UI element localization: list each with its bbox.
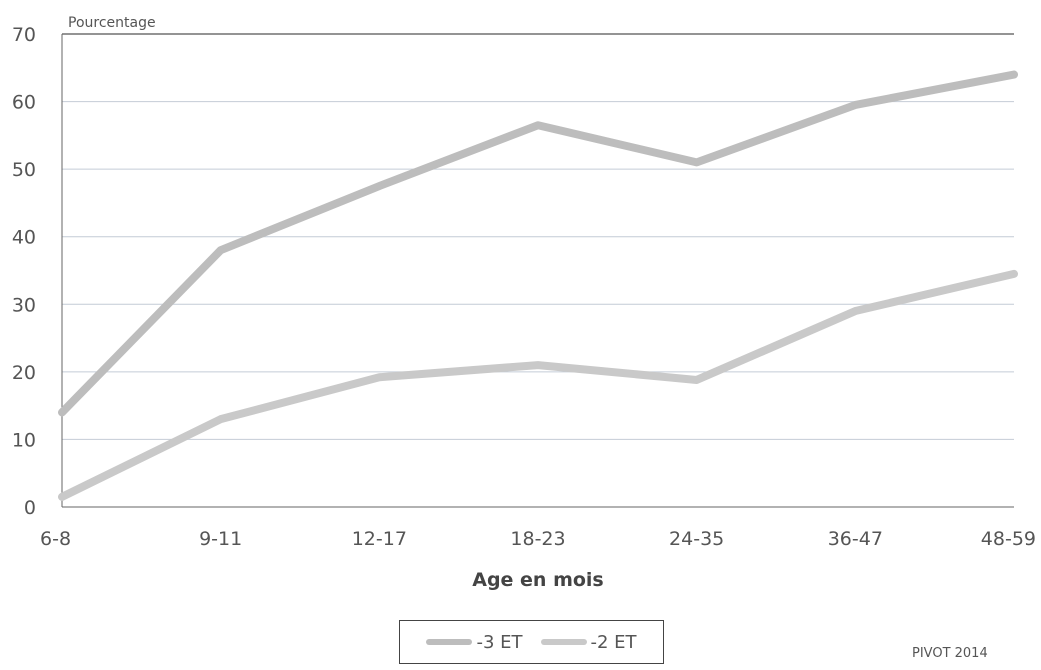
x-axis-label: Age en mois	[472, 569, 604, 591]
y-tick-label-60: 60	[12, 92, 36, 114]
data-point-series-1-4	[693, 158, 701, 166]
data-point-series-1-6	[1010, 71, 1018, 79]
x-tick-label-24-35: 24-35	[669, 528, 724, 550]
y-tick-label-40: 40	[12, 227, 36, 249]
y-tick-label-10: 10	[12, 429, 36, 451]
x-tick-label-36-47: 36-47	[828, 528, 883, 550]
x-tick-label-9-11: 9-11	[199, 528, 242, 550]
x-tick-label-48-59: 48-59	[981, 528, 1036, 550]
data-point-series-1-2	[375, 182, 383, 190]
legend-label-series-2: -2 ET	[590, 631, 637, 653]
legend-item-series-1: -3 ET	[426, 631, 523, 653]
chart-legend: -3 ET -2 ET	[399, 620, 664, 664]
x-tick-label-12-17: 12-17	[352, 528, 407, 550]
data-point-series-2-6	[1010, 270, 1018, 278]
legend-item-series-2: -2 ET	[540, 631, 637, 653]
series-line-2	[58, 269, 1018, 501]
x-tick-label-6-8: 6-8	[40, 528, 71, 550]
data-point-series-1-3	[534, 121, 542, 129]
data-point-series-2-3	[534, 361, 542, 369]
y-tick-label-0: 0	[24, 497, 36, 519]
y-tick-label-20: 20	[12, 362, 36, 384]
y-tick-label-70: 70	[12, 24, 36, 46]
data-point-series-1-5	[851, 101, 859, 109]
legend-swatch-series-1	[426, 639, 473, 645]
data-point-series-2-4	[693, 376, 701, 384]
data-point-series-2-0	[58, 493, 66, 501]
data-point-series-2-1	[217, 415, 225, 423]
y-tick-label-30: 30	[12, 294, 36, 316]
data-point-series-2-5	[851, 307, 859, 315]
x-tick-label-18-23: 18-23	[510, 528, 565, 550]
y-axis-label: Pourcentage	[68, 15, 156, 31]
data-point-series-1-0	[58, 408, 66, 416]
data-point-series-2-2	[375, 373, 383, 381]
legend-swatch-series-2	[540, 639, 587, 645]
y-tick-label-50: 50	[12, 159, 36, 181]
data-point-series-1-1	[217, 246, 225, 254]
legend-label-series-1: -3 ET	[476, 631, 523, 653]
source-note: PIVOT 2014	[912, 646, 988, 661]
